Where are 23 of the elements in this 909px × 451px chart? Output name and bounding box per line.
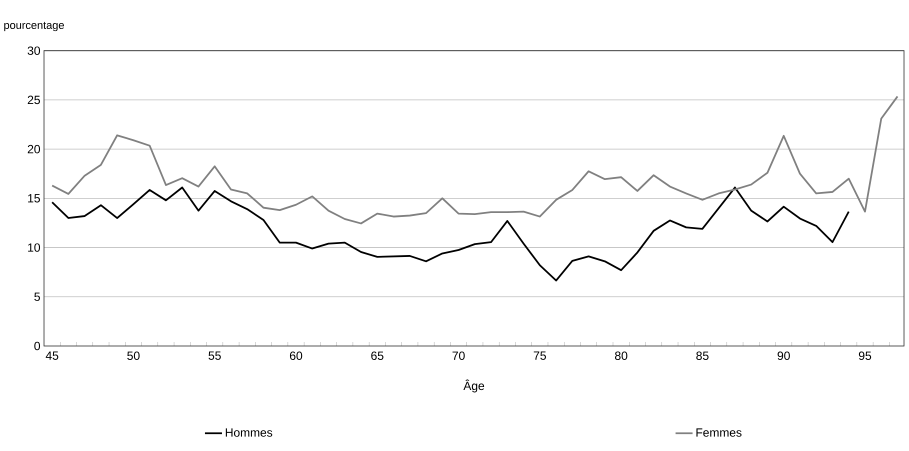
y-tick-label: 0 [34,342,40,350]
x-tick-label: 90 [778,352,790,360]
y-tick-label: 30 [28,46,40,55]
y-tick-label: 20 [28,144,40,154]
x-tick-label: 50 [127,352,140,360]
y-tick-label: 25 [28,96,40,104]
x-tick-label: 80 [615,352,628,360]
line-series [51,96,898,224]
y-tick-label: 5 [34,292,40,301]
x-tick-label: 85 [696,352,709,360]
y-tick-label: 10 [28,243,40,252]
x-tick-label: 60 [290,352,302,360]
x-tick-label: 45 [46,352,58,360]
x-tick-label: 70 [452,352,465,360]
x-tick-label: 65 [371,352,384,360]
x-axis-title: Âge [463,380,484,392]
x-tick-label: 55 [208,352,221,360]
legend-label: Hommes [226,428,272,437]
y-axis-title: pourcentage [4,22,64,32]
x-tick-label: 95 [858,352,872,360]
x-tick-label: 75 [534,352,546,360]
y-tick-label: 15 [28,194,40,202]
legend-label: Femmes [696,428,742,437]
